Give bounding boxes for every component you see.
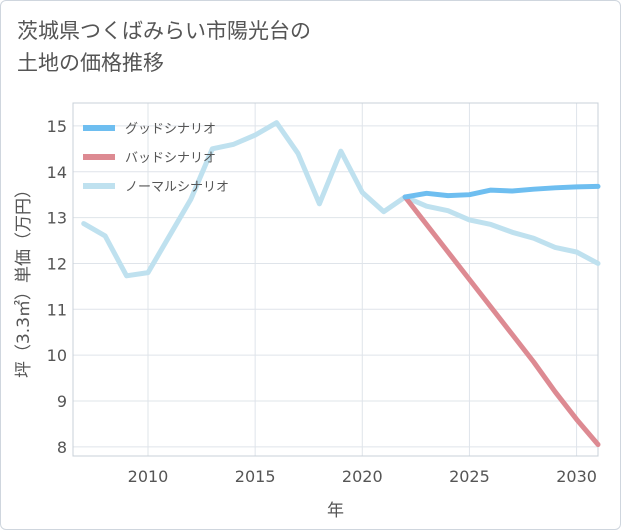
y-tick-label: 15 [47, 117, 67, 136]
x-tick-label: 2020 [342, 467, 383, 486]
series-line-0 [402, 183, 601, 200]
y-axis-label: 坪（3.3㎡）単価（万円） [14, 181, 34, 378]
series-line-2 [81, 120, 601, 279]
chart-title-line1: 茨城県つくばみらい市陽光台の [17, 19, 311, 43]
legend-label-1: バッドシナリオ [125, 151, 216, 166]
x-tick-label: 2010 [128, 467, 169, 486]
legend-label-0: グッドシナリオ [125, 122, 216, 137]
series-layer [81, 120, 601, 448]
x-tick-label: 2015 [235, 467, 276, 486]
chart-title: 茨城県つくばみらい市陽光台の 土地の価格推移 [17, 15, 417, 79]
y-tick-label: 9 [57, 392, 67, 411]
y-tick-label: 8 [57, 438, 67, 457]
series-line-1 [402, 194, 601, 448]
y-tick-label: 12 [47, 254, 67, 273]
y-tick-label: 13 [47, 209, 67, 228]
plot-area [72, 102, 599, 457]
x-tick-label: 2025 [449, 467, 490, 486]
axis-ticks: 8 9 10 11 12 13 14 15 2010 2015 2020 2025 2030 [47, 117, 597, 486]
x-tick-label: 2030 [556, 467, 597, 486]
x-axis-label: 年 [327, 501, 344, 521]
legend-label-2: ノーマルシナリオ [125, 180, 229, 195]
chart-title-line2: 土地の価格推移 [17, 51, 164, 75]
y-tick-label: 14 [47, 163, 67, 182]
y-tick-label: 10 [47, 346, 67, 365]
y-tick-label: 11 [47, 300, 67, 319]
